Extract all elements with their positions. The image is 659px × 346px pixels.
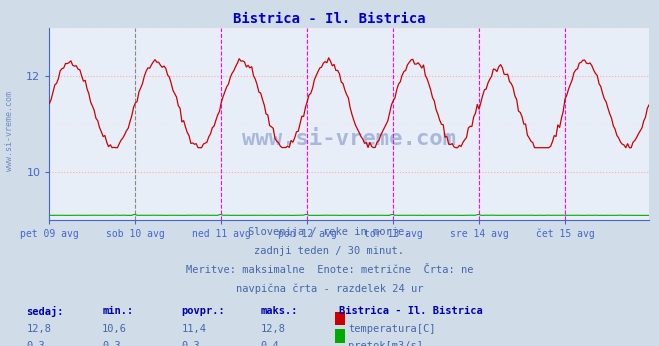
Text: Meritve: maksimalne  Enote: metrične  Črta: ne: Meritve: maksimalne Enote: metrične Črta… [186,265,473,275]
Text: 0,4: 0,4 [260,341,279,346]
Text: pretok[m3/s]: pretok[m3/s] [348,341,423,346]
Text: 0,3: 0,3 [181,341,200,346]
Text: min.:: min.: [102,306,133,316]
Text: zadnji teden / 30 minut.: zadnji teden / 30 minut. [254,246,405,256]
Text: sedaj:: sedaj: [26,306,64,317]
Text: temperatura[C]: temperatura[C] [348,324,436,334]
Text: 10,6: 10,6 [102,324,127,334]
Text: navpična črta - razdelek 24 ur: navpična črta - razdelek 24 ur [236,284,423,294]
Text: 12,8: 12,8 [26,324,51,334]
Text: www.si-vreme.com: www.si-vreme.com [243,129,456,149]
Text: 0,3: 0,3 [102,341,121,346]
Text: 0,3: 0,3 [26,341,45,346]
Text: www.si-vreme.com: www.si-vreme.com [5,91,14,172]
Text: 11,4: 11,4 [181,324,206,334]
Text: povpr.:: povpr.: [181,306,225,316]
Text: 12,8: 12,8 [260,324,285,334]
Text: Bistrica - Il. Bistrica: Bistrica - Il. Bistrica [339,306,483,316]
Text: maks.:: maks.: [260,306,298,316]
Text: Bistrica - Il. Bistrica: Bistrica - Il. Bistrica [233,12,426,26]
Text: Slovenija / reke in morje.: Slovenija / reke in morje. [248,227,411,237]
